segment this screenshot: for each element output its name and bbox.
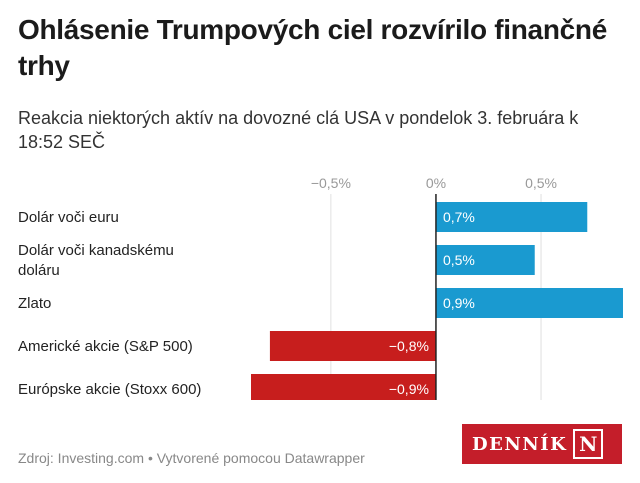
category-label: Európske akcie (Stoxx 600) [18, 381, 201, 398]
category-label: Zlato [18, 295, 51, 312]
bar [435, 245, 535, 275]
bar [435, 202, 588, 232]
bar [435, 288, 623, 318]
value-label: −0,8% [389, 338, 429, 354]
logo-n-mark: N [573, 429, 604, 459]
value-label: 0,7% [443, 209, 475, 225]
value-label: 0,5% [443, 252, 475, 268]
bar-chart: −0,5% 0% 0,5% Dolár voči euru 0,7% Dolár voči… [18, 175, 623, 400]
source-note: Zdroj: Investing.com • Vytvorené pomocou… [18, 450, 365, 466]
category-label: Dolár voči kanadskému [18, 242, 174, 259]
x-tick-label: 0,5% [525, 175, 557, 191]
category-label: Dolár voči euru [18, 209, 119, 226]
value-label: 0,9% [443, 295, 475, 311]
x-tick-label: −0,5% [311, 175, 351, 191]
chart-subtitle: Reakcia niektorých aktív na dovozné clá … [18, 108, 579, 152]
bar [251, 374, 436, 400]
dennik-n-logo[interactable]: DENNÍK N [462, 424, 622, 464]
bars-layer [251, 194, 623, 400]
labels-layer: −0,5% 0% 0,5% Dolár voči euru 0,7% Dolár voči… [18, 175, 557, 398]
logo-wordmark: DENNÍK [472, 433, 568, 455]
category-label: doláru [18, 262, 60, 279]
value-label: −0,9% [389, 381, 429, 397]
category-label: Americké akcie (S&P 500) [18, 338, 193, 355]
x-tick-label: 0% [426, 175, 446, 191]
bar [269, 331, 436, 361]
chart-title: Ohlásenie Trumpových ciel rozvírilo fina… [18, 14, 607, 81]
